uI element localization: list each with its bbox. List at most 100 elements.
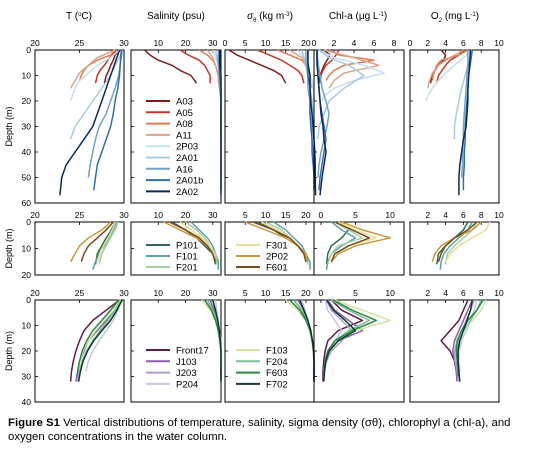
series-line-f201-c1 — [98, 221, 119, 265]
series-line-2p03-c5 — [425, 49, 473, 102]
x-tick-label-r1-c2: 30 — [208, 38, 218, 48]
x-tick-label-r3-c1: 25 — [75, 288, 85, 298]
series-line-f101-c1 — [92, 221, 118, 270]
x-tick-label-r2-c1: 30 — [119, 210, 129, 220]
legend-row1-label-a03: A03 — [176, 97, 193, 108]
legend-row2a-label-f201: F201 — [176, 263, 198, 274]
x-tick-label-r1-c3: 20 — [301, 38, 311, 48]
series-line-a08-c5 — [431, 49, 469, 81]
series-line-front17-c1 — [69, 299, 120, 382]
caption-label: Figure S1 — [8, 417, 60, 429]
series-line-a05-c4 — [319, 49, 340, 84]
series-line-f201-c4 — [327, 221, 364, 265]
series-line-f101-c4 — [325, 221, 357, 270]
series-line-2p02-c1 — [69, 221, 112, 263]
x-tick-label-r1-c1: 30 — [119, 38, 129, 48]
x-tick-label-r2-c5: 10 — [494, 210, 504, 220]
series-line-f204-c5 — [456, 299, 482, 372]
y-tick-label-r2: 20 — [22, 270, 32, 280]
x-tick-label-r1-c2: 10 — [154, 38, 164, 48]
series-line-a08-c4 — [325, 49, 375, 81]
x-tick-label-r2-c1: 20 — [30, 210, 40, 220]
x-tick-label-r2-c2: 10 — [154, 210, 164, 220]
y-tick-label-r3: 20 — [22, 346, 32, 356]
series-line-f603-c1 — [76, 299, 120, 377]
series-line-a05-c2 — [179, 49, 211, 84]
series-line-f201-c2 — [185, 221, 218, 265]
x-tick-label-r2-c5: 2 — [425, 210, 430, 220]
x-tick-label-r1-c4: 6 — [372, 38, 377, 48]
series-line-f702-c1 — [77, 299, 123, 382]
legend-row3b-label-f204: F204 — [266, 357, 288, 368]
series-line-2p02-c4 — [330, 221, 391, 263]
depth-axis-label-r1: Depth (m) — [4, 106, 14, 146]
x-tick-label-r2-c5: 8 — [479, 210, 484, 220]
series-line-a11-c2 — [206, 49, 221, 89]
series-line-a03-c2 — [144, 49, 198, 84]
series-line-2p03-c1 — [69, 49, 120, 102]
legend-row1-label-a16: A16 — [176, 164, 193, 175]
x-tick-label-r3-c2: 20 — [181, 288, 191, 298]
series-line-front17-c4 — [322, 299, 364, 382]
legend-row1-label-2a02: 2A02 — [176, 187, 198, 198]
x-tick-label-r3-c4: 10 — [385, 288, 395, 298]
x-tick-label-r3-c4: 0 — [319, 288, 324, 298]
y-tick-label-r2: 10 — [22, 244, 32, 254]
series-line-2a01b-c1 — [92, 49, 123, 191]
series-line-a11-c4 — [323, 49, 380, 89]
x-tick-label-r3-c5: 6 — [461, 288, 466, 298]
header-temperature: T (oC) — [66, 11, 92, 22]
series-line-2p02-c3 — [244, 221, 309, 262]
series-line-2p03-c4 — [318, 49, 385, 102]
y-tick-label-r1: 10 — [22, 71, 32, 81]
x-tick-label-r3-c3: 20 — [301, 288, 311, 298]
x-tick-label-r3-c2: 30 — [208, 288, 218, 298]
x-tick-label-r1-c3: 0 — [223, 38, 228, 48]
x-tick-label-r1-c1: 25 — [75, 38, 85, 48]
series-line-f101-c3 — [273, 221, 311, 270]
x-tick-label-r1-c3: 15 — [281, 38, 291, 48]
legend-row3a-label-j103: J103 — [176, 357, 197, 368]
series-line-a11-c1 — [69, 49, 116, 89]
series-line-f702-c2 — [212, 299, 222, 382]
series-line-f601-c1 — [80, 221, 114, 263]
header-sigma: σθ (kg m-3) — [247, 11, 293, 24]
y-tick-label-r3: 40 — [22, 397, 32, 407]
series-line-a03-c1 — [103, 49, 121, 84]
y-tick-label-r1: 60 — [22, 198, 32, 208]
series-line-2a02-c1 — [59, 49, 121, 196]
x-tick-label-r3-c5: 4 — [443, 288, 448, 298]
x-tick-label-r2-c3: 20 — [301, 210, 311, 220]
legend-row2b-label-f601: F601 — [266, 263, 288, 274]
x-tick-label-r3-c5: 8 — [479, 288, 484, 298]
series-line-2a01b-c3 — [307, 50, 315, 191]
series-line-f601-c3 — [253, 221, 307, 262]
series-line-p204-c1 — [84, 299, 123, 372]
y-tick-label-r3: 10 — [22, 321, 32, 331]
series-line-f101-c2 — [190, 221, 220, 270]
x-tick-label-r2-c5: 6 — [461, 210, 466, 220]
depth-axis-label-r3: Depth (m) — [4, 331, 14, 371]
series-line-f601-c2 — [168, 221, 217, 263]
x-tick-label-r3-c5: 10 — [494, 288, 504, 298]
x-tick-label-r1-c1: 20 — [30, 38, 40, 48]
legend-row1-label-2a01: 2A01 — [176, 153, 198, 164]
series-line-f201-c5 — [444, 221, 478, 265]
x-tick-label-r2-c3: 5 — [243, 210, 248, 220]
y-tick-label-r1: 30 — [22, 122, 32, 132]
series-line-2a02-c4 — [316, 50, 327, 196]
series-line-f301-c1 — [96, 221, 116, 263]
x-tick-label-r1-c4: 0 — [312, 38, 317, 48]
legend-row2b-label-f301: F301 — [266, 241, 288, 252]
series-line-f103-c1 — [78, 299, 121, 362]
x-tick-label-r2-c3: 10 — [261, 210, 271, 220]
y-tick-label-r1: 50 — [22, 173, 32, 183]
series-line-p204-c5 — [458, 299, 478, 372]
y-tick-label-r3: 30 — [22, 372, 32, 382]
series-line-a03-c3 — [228, 49, 287, 84]
x-tick-label-r3-c4: 5 — [353, 288, 358, 298]
series-line-f301-c5 — [444, 221, 491, 263]
legend-row1-label-a05: A05 — [176, 108, 193, 119]
legend-row3b-label-f103: F103 — [266, 346, 288, 357]
